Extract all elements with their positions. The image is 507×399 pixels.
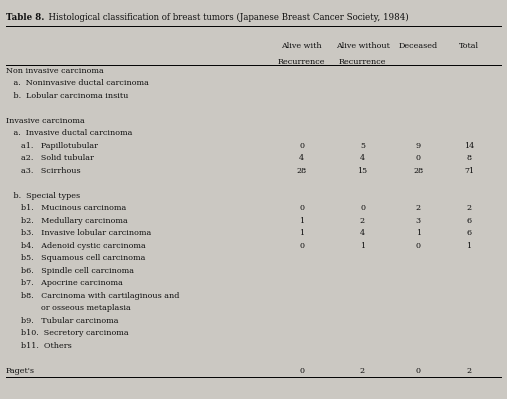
Text: 6: 6 (466, 217, 472, 225)
Text: Recurrence: Recurrence (339, 58, 386, 66)
Text: Histological classification of breast tumors (Japanese Breast Cancer Society, 19: Histological classification of breast tu… (43, 13, 408, 22)
Text: 0: 0 (299, 242, 304, 250)
Text: b1.   Mucinous carcinoma: b1. Mucinous carcinoma (6, 204, 126, 212)
Text: 2: 2 (466, 204, 472, 212)
Text: 3: 3 (416, 217, 421, 225)
Text: b4.   Adenoid cystic carcinoma: b4. Adenoid cystic carcinoma (6, 242, 146, 250)
Text: 0: 0 (416, 367, 421, 375)
Text: 1: 1 (416, 229, 421, 237)
Text: Alive without: Alive without (336, 42, 389, 50)
Text: b.  Special types: b. Special types (6, 192, 80, 200)
Text: 1: 1 (299, 217, 304, 225)
Text: 0: 0 (360, 204, 365, 212)
Text: 9: 9 (416, 142, 421, 150)
Text: b8.   Carcinoma with cartilaginous and: b8. Carcinoma with cartilaginous and (6, 292, 179, 300)
Text: 28: 28 (413, 167, 423, 175)
Text: a.  Noninvasive ductal carcinoma: a. Noninvasive ductal carcinoma (6, 79, 149, 87)
Text: Recurrence: Recurrence (278, 58, 325, 66)
Text: b3.   Invasive lobular carcinoma: b3. Invasive lobular carcinoma (6, 229, 151, 237)
Text: 1: 1 (299, 229, 304, 237)
Text: a1.   Papillotubular: a1. Papillotubular (6, 142, 98, 150)
Text: Deceased: Deceased (399, 42, 438, 50)
Text: Paget's: Paget's (6, 367, 35, 375)
Text: 0: 0 (416, 242, 421, 250)
Text: 2: 2 (360, 217, 365, 225)
Text: 0: 0 (416, 154, 421, 162)
Text: a3.   Scirrhous: a3. Scirrhous (6, 167, 81, 175)
Text: 6: 6 (466, 229, 472, 237)
Text: Invasive carcinoma: Invasive carcinoma (6, 117, 85, 125)
Text: 0: 0 (299, 367, 304, 375)
Text: or osseous metaplasia: or osseous metaplasia (6, 304, 131, 312)
Text: 1: 1 (466, 242, 472, 250)
Text: 14: 14 (464, 142, 474, 150)
Text: b.  Lobular carcinoma insitu: b. Lobular carcinoma insitu (6, 92, 128, 100)
Text: 4: 4 (299, 154, 304, 162)
Text: 2: 2 (466, 367, 472, 375)
Text: a2.   Solid tubular: a2. Solid tubular (6, 154, 94, 162)
Text: b6.   Spindle cell carcinoma: b6. Spindle cell carcinoma (6, 267, 134, 275)
Text: 2: 2 (360, 367, 365, 375)
Text: 28: 28 (297, 167, 307, 175)
Text: b5.   Squamous cell carcinoma: b5. Squamous cell carcinoma (6, 254, 146, 262)
Text: b2.   Medullary carcinoma: b2. Medullary carcinoma (6, 217, 128, 225)
Text: 4: 4 (360, 154, 365, 162)
Text: 8: 8 (466, 154, 472, 162)
Text: 15: 15 (357, 167, 368, 175)
Text: 71: 71 (464, 167, 474, 175)
Text: 5: 5 (360, 142, 365, 150)
Text: Alive with: Alive with (281, 42, 322, 50)
Text: Non invasive carcinoma: Non invasive carcinoma (6, 67, 104, 75)
Text: 4: 4 (360, 229, 365, 237)
Text: 0: 0 (299, 204, 304, 212)
Text: Total: Total (459, 42, 479, 50)
Text: Table 8.: Table 8. (6, 13, 45, 22)
Text: b10.  Secretory carcinoma: b10. Secretory carcinoma (6, 329, 129, 337)
Text: b7.   Apocrine carcinoma: b7. Apocrine carcinoma (6, 279, 123, 287)
Text: a.  Invasive ductal carcinoma: a. Invasive ductal carcinoma (6, 129, 132, 137)
Text: 2: 2 (416, 204, 421, 212)
Text: 1: 1 (360, 242, 365, 250)
Text: 0: 0 (299, 142, 304, 150)
Text: b9.   Tubular carcinoma: b9. Tubular carcinoma (6, 317, 119, 325)
Text: b11.  Others: b11. Others (6, 342, 72, 350)
